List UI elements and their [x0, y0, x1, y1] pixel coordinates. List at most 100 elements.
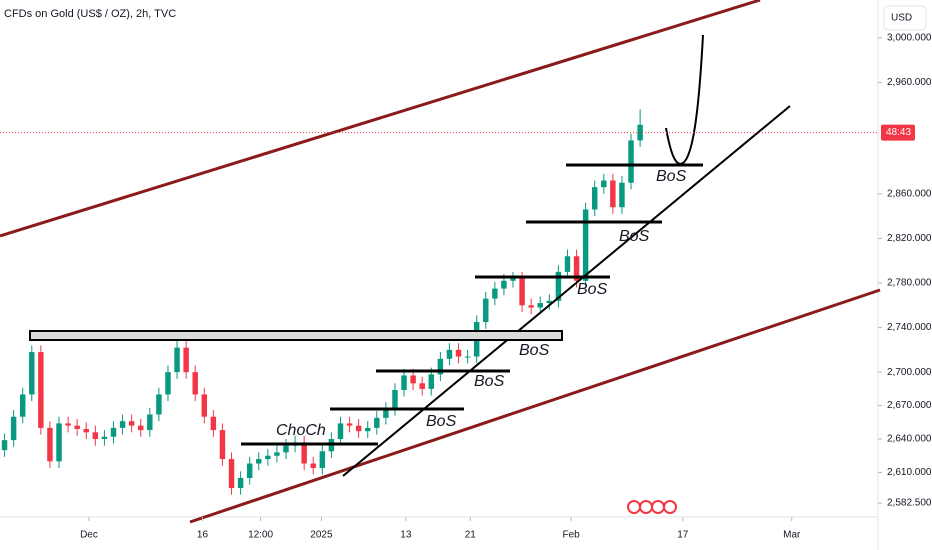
- chart-title: CFDs on Gold (US$ / OZ), 2h, TVC: [4, 8, 176, 20]
- candle-body: [337, 423, 344, 440]
- channel-line: [0, 0, 761, 238]
- event-icon: [627, 500, 641, 514]
- x-tick-label: Dec: [80, 530, 98, 541]
- event-icon: [651, 500, 665, 514]
- candle-body: [147, 414, 153, 431]
- candle-body: [128, 421, 135, 426]
- candle-body: [138, 425, 144, 431]
- candle-body: [519, 278, 525, 306]
- candle-body: [582, 209, 589, 281]
- x-tick-label: 16: [197, 530, 209, 541]
- y-tick-label: 2,960.000: [887, 77, 932, 88]
- candle-body: [601, 180, 607, 188]
- trend-line: [342, 105, 791, 477]
- candle-body: [591, 187, 598, 210]
- annotation: ChoCh: [276, 422, 326, 439]
- candle-body: [383, 408, 389, 418]
- candle-body: [10, 416, 17, 441]
- candle-body: [528, 305, 534, 308]
- currency-box: [883, 5, 927, 31]
- candle-body: [29, 352, 35, 395]
- x-tick-label: 13: [400, 530, 412, 541]
- candle-body: [573, 256, 580, 281]
- y-tick-label: 2,860.000: [887, 189, 932, 200]
- event-icon: [639, 500, 653, 514]
- candle-body: [446, 349, 453, 359]
- annotation: BoS: [656, 168, 687, 185]
- candle-body: [437, 358, 444, 375]
- zone-box: [29, 330, 563, 341]
- candle-body: [74, 425, 80, 429]
- candle-body: [564, 256, 571, 272]
- x-tick-label: 21: [465, 530, 477, 541]
- annotation: BoS: [577, 281, 608, 298]
- candle-body: [101, 436, 108, 440]
- event-icons: [627, 500, 677, 514]
- y-tick-label: 2,700.000: [887, 367, 932, 378]
- candle-body: [392, 389, 398, 409]
- y-tick-label: 3,000.000: [887, 33, 932, 44]
- projection-curve: [665, 34, 704, 165]
- candle-body: [310, 463, 316, 468]
- x-tick-label: 17: [677, 530, 689, 541]
- candle-body: [210, 416, 217, 431]
- candle-body: [464, 356, 471, 358]
- currency: USD: [891, 13, 912, 24]
- candle-body: [119, 421, 126, 428]
- candle-body: [346, 423, 353, 426]
- candle-body: [38, 352, 44, 428]
- y-tick-label: 2,582.500: [887, 498, 932, 509]
- candle-body: [637, 124, 643, 141]
- annotation: BoS: [426, 413, 457, 430]
- candle-body: [156, 394, 162, 415]
- candle-body: [365, 427, 371, 432]
- candle-body: [165, 372, 171, 395]
- candle-body: [201, 394, 208, 417]
- candle-body: [237, 478, 244, 489]
- candle-body: [174, 347, 180, 373]
- candle-body: [65, 423, 71, 426]
- candle-body: [83, 428, 89, 433]
- candle-body: [192, 372, 198, 395]
- candle-body: [219, 430, 226, 460]
- y-tick-label: 2,640.000: [887, 434, 932, 445]
- y-tick-label: 2,610.000: [887, 467, 932, 478]
- candle-body: [183, 347, 189, 373]
- event-icon: [663, 500, 677, 514]
- candle-body: [56, 423, 62, 462]
- candle-body: [228, 459, 235, 489]
- candle-body: [455, 349, 462, 357]
- level-lines: [241, 163, 703, 446]
- candle-body: [301, 442, 307, 464]
- candle-body: [274, 452, 280, 456]
- candle-body: [92, 432, 99, 440]
- x-tick-label: 12:00: [248, 530, 273, 541]
- candle-body: [610, 180, 616, 208]
- candle-body: [410, 375, 416, 384]
- candle-body: [19, 394, 26, 417]
- candle-body: [555, 271, 562, 301]
- candle-body: [501, 280, 507, 289]
- candle-body: [537, 303, 543, 308]
- candle-body: [355, 425, 362, 432]
- y-tick-label: 2,820.000: [887, 233, 932, 244]
- candle-body: [110, 427, 117, 437]
- candle-body: [374, 417, 380, 428]
- x-tick-label: 2025: [310, 530, 333, 541]
- x-tick-label: Mar: [783, 530, 801, 541]
- candle-body: [401, 375, 407, 390]
- candle-body: [283, 445, 289, 453]
- candle-body: [546, 300, 553, 304]
- candle-body: [47, 427, 53, 462]
- candle-body: [619, 182, 625, 208]
- y-tick-label: 2,780.000: [887, 278, 932, 289]
- candle-body: [246, 463, 253, 479]
- candle-body: [483, 298, 489, 323]
- candle-body: [1, 440, 8, 451]
- annotation: BoS: [474, 373, 505, 390]
- candle-body: [319, 451, 326, 468]
- price-tag-label: 48:43: [886, 127, 911, 138]
- x-tick-label: Feb: [562, 530, 580, 541]
